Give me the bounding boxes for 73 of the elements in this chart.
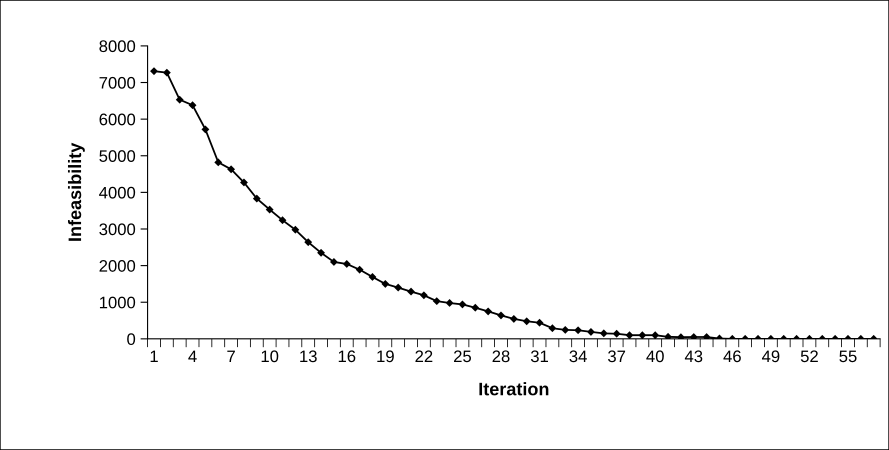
point bbox=[536, 319, 544, 326]
point bbox=[304, 238, 312, 246]
point bbox=[638, 332, 646, 339]
x-tick-label: 22 bbox=[415, 350, 432, 362]
x-tick-label: 40 bbox=[646, 350, 664, 362]
x-tick-label: 16 bbox=[338, 350, 356, 362]
x-tick-label: 55 bbox=[839, 350, 857, 362]
point bbox=[562, 326, 569, 334]
point bbox=[278, 216, 286, 224]
point bbox=[150, 68, 158, 75]
point bbox=[420, 292, 428, 299]
x-tick-label: 28 bbox=[492, 350, 510, 362]
y-tick-label: 1000 bbox=[100, 296, 136, 308]
y-tick-label: 2000 bbox=[100, 260, 136, 272]
point bbox=[613, 330, 620, 338]
x-tick-label: 31 bbox=[530, 350, 548, 362]
y-tick-label: 8000 bbox=[99, 40, 136, 52]
x-tick-label: 19 bbox=[377, 350, 394, 362]
y-tick-label: 7000 bbox=[100, 76, 136, 89]
point bbox=[343, 260, 350, 268]
point bbox=[356, 266, 364, 274]
x-tick-label: 7 bbox=[227, 350, 235, 362]
point bbox=[394, 284, 402, 292]
point bbox=[626, 332, 634, 339]
y-tick-label: 5000 bbox=[99, 150, 136, 162]
x-tick-label: 43 bbox=[684, 350, 702, 362]
x-axis-title: Iteration bbox=[479, 382, 548, 396]
point bbox=[317, 249, 325, 256]
point bbox=[652, 332, 659, 339]
point bbox=[523, 318, 530, 325]
y-tick-label: 4000 bbox=[99, 186, 136, 199]
point bbox=[664, 333, 672, 339]
point bbox=[240, 178, 248, 186]
y-tick-label: 6000 bbox=[100, 114, 136, 126]
point bbox=[702, 333, 710, 339]
point bbox=[472, 304, 479, 312]
point bbox=[176, 96, 184, 104]
x-tick-label: 46 bbox=[723, 350, 741, 362]
point bbox=[548, 324, 556, 332]
point bbox=[253, 194, 260, 202]
point bbox=[382, 280, 389, 288]
point bbox=[292, 226, 300, 234]
x-tick-label: 37 bbox=[608, 350, 626, 362]
y-axis-title: Infeasibility bbox=[68, 142, 85, 241]
point bbox=[266, 206, 274, 214]
point bbox=[227, 166, 235, 173]
point bbox=[484, 308, 492, 316]
point bbox=[587, 328, 595, 336]
point bbox=[458, 300, 466, 308]
point bbox=[433, 297, 440, 305]
point bbox=[510, 315, 518, 323]
x-tick-label: 4 bbox=[188, 350, 197, 362]
point bbox=[574, 326, 582, 334]
point bbox=[446, 299, 454, 307]
x-tick-label: 34 bbox=[569, 350, 587, 362]
x-tick-label: 52 bbox=[800, 350, 818, 362]
x-tick-label: 49 bbox=[762, 350, 780, 362]
y-tick-label: 3000 bbox=[99, 223, 136, 236]
point bbox=[690, 333, 698, 339]
point bbox=[407, 288, 415, 296]
point bbox=[368, 273, 376, 281]
x-tick-label: 13 bbox=[300, 350, 317, 362]
point bbox=[330, 258, 338, 266]
point bbox=[188, 102, 196, 109]
x-tick-label: 1 bbox=[150, 350, 158, 362]
point bbox=[202, 126, 210, 134]
point bbox=[214, 158, 222, 166]
x-tick-label: 10 bbox=[262, 350, 278, 362]
y-tick-label: 0 bbox=[127, 333, 136, 346]
x-tick-label: 25 bbox=[454, 350, 472, 362]
point bbox=[600, 330, 608, 337]
point bbox=[163, 68, 170, 76]
point bbox=[497, 312, 505, 320]
